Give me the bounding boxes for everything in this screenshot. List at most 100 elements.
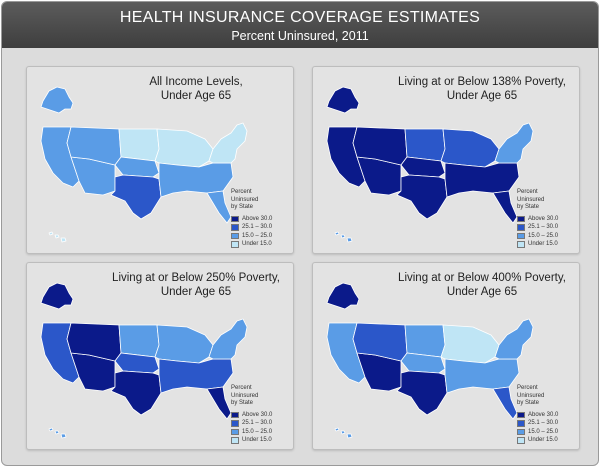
map-legend: Percent Uninsured by State Above 30.0 25.1 –… — [231, 189, 272, 249]
panel-title: Living at or Below 138% Poverty, Under A… — [391, 75, 573, 103]
us-choropleth-map — [40, 86, 248, 243]
legend-caption-line: Uninsured — [231, 196, 259, 203]
region-alaska — [40, 282, 74, 310]
map-legend: Percent Uninsured by State Above 30.0 25.1 –… — [231, 385, 272, 445]
map-legend: Percent Uninsured by State Above 30.0 25.1 –… — [517, 189, 558, 249]
panel-title-line-2: Under Age 65 — [446, 286, 518, 298]
region-texas — [110, 370, 162, 416]
legend-swatch — [231, 411, 239, 418]
figure-title: HEALTH INSURANCE COVERAGE ESTIMATES — [119, 9, 481, 26]
legend-swatch — [231, 437, 239, 444]
legend-swatch — [231, 224, 239, 231]
legend-label: Above 30.0 — [242, 411, 273, 418]
region-north-plains — [118, 128, 160, 162]
legend-label: Under 15.0 — [528, 241, 558, 248]
legend-caption-line: by State — [517, 400, 540, 406]
legend-caption-line: by State — [517, 204, 540, 210]
legend-caption-line: Uninsured — [517, 392, 545, 399]
legend-item: 25.1 – 30.0 — [231, 223, 272, 232]
legend-caption: Percent Uninsured by State — [517, 189, 558, 212]
map-panel-400-poverty: Living at or Below 400% Poverty, Under A… — [312, 262, 580, 450]
legend-caption-line: Percent — [231, 385, 252, 391]
legend-item: Under 15.0 — [517, 240, 558, 249]
legend-swatch — [517, 215, 525, 222]
region-hawaii — [334, 427, 353, 439]
panel-title-line-2: Under Age 65 — [160, 90, 232, 102]
region-florida — [492, 386, 518, 420]
legend-label: 15.0 – 25.0 — [242, 428, 273, 435]
legend-swatch — [517, 420, 525, 427]
us-choropleth-map — [40, 282, 248, 439]
legend-caption: Percent Uninsured by State — [231, 385, 272, 408]
legend-item: Under 15.0 — [517, 436, 558, 445]
region-hawaii — [334, 231, 353, 243]
legend-item: 15.0 – 25.0 — [231, 428, 272, 437]
figure-subtitle: Percent Uninsured, 2011 — [231, 29, 369, 43]
region-alaska — [326, 86, 360, 114]
legend-label: 25.1 – 30.0 — [528, 420, 559, 427]
legend-swatch — [517, 224, 525, 231]
legend-item: 15.0 – 25.0 — [517, 232, 558, 241]
legend-caption-line: by State — [231, 204, 254, 210]
region-midwest — [440, 324, 500, 364]
legend-label: Above 30.0 — [528, 215, 559, 222]
panel-title: Living at or Below 400% Poverty, Under A… — [391, 271, 573, 299]
region-alaska — [40, 86, 74, 114]
legend-label: Under 15.0 — [242, 437, 272, 444]
header-bar: HEALTH INSURANCE COVERAGE ESTIMATES Perc… — [2, 2, 598, 48]
legend-swatch — [231, 241, 239, 248]
region-north-plains — [404, 324, 446, 358]
region-northeast — [208, 318, 248, 360]
region-north-plains — [118, 324, 160, 358]
region-northeast — [208, 122, 248, 164]
legend-swatch — [517, 411, 525, 418]
region-midwest — [440, 128, 500, 168]
legend-swatch — [517, 428, 525, 435]
legend-swatch — [517, 437, 525, 444]
legend-label: 15.0 – 25.0 — [528, 232, 559, 239]
region-north-plains — [404, 128, 446, 162]
panel-title-line-1: Living at or Below 138% Poverty, — [398, 76, 566, 88]
panel-title-line-2: Under Age 65 — [446, 90, 518, 102]
region-midwest — [154, 128, 214, 168]
region-northeast — [494, 122, 534, 164]
legend-label: 15.0 – 25.0 — [528, 428, 559, 435]
legend-swatch — [231, 215, 239, 222]
legend-label: Under 15.0 — [242, 241, 272, 248]
legend-item: 15.0 – 25.0 — [231, 232, 272, 241]
map-panel-138-poverty: Living at or Below 138% Poverty, Under A… — [312, 66, 580, 254]
legend-item: 25.1 – 30.0 — [231, 419, 272, 428]
region-florida — [206, 386, 232, 420]
legend-caption: Percent Uninsured by State — [231, 189, 272, 212]
legend-item: Under 15.0 — [231, 436, 272, 445]
panel-title: Living at or Below 250% Poverty, Under A… — [105, 271, 287, 299]
legend-item: 15.0 – 25.0 — [517, 428, 558, 437]
panel-title-line-1: All Income Levels, — [149, 76, 243, 88]
legend-item: Above 30.0 — [231, 411, 272, 420]
map-legend: Percent Uninsured by State Above 30.0 25.1 –… — [517, 385, 558, 445]
legend-label: 25.1 – 30.0 — [242, 420, 273, 427]
legend-label: 25.1 – 30.0 — [528, 224, 559, 231]
legend-swatch — [231, 420, 239, 427]
legend-label: 15.0 – 25.0 — [242, 232, 273, 239]
panel-title-line-2: Under Age 65 — [160, 286, 232, 298]
legend-caption: Percent Uninsured by State — [517, 385, 558, 408]
region-hawaii — [48, 231, 67, 243]
legend-caption-line: Percent — [517, 385, 538, 391]
legend-caption-line: Percent — [517, 189, 538, 195]
us-choropleth-map — [326, 282, 534, 439]
legend-swatch — [517, 241, 525, 248]
legend-caption-line: Uninsured — [231, 392, 259, 399]
legend-label: 25.1 – 30.0 — [242, 224, 273, 231]
legend-caption-line: Percent — [231, 189, 252, 195]
region-texas — [396, 370, 448, 416]
legend-label: Above 30.0 — [528, 411, 559, 418]
map-panel-all-income: All Income Levels, Under Age 65 Percent U… — [26, 66, 294, 254]
region-florida — [206, 190, 232, 224]
panel-title-line-1: Living at or Below 250% Poverty, — [112, 272, 280, 284]
panel-title-line-1: Living at or Below 400% Poverty, — [398, 272, 566, 284]
us-choropleth-map — [326, 86, 534, 243]
map-panel-250-poverty: Living at or Below 250% Poverty, Under A… — [26, 262, 294, 450]
legend-label: Above 30.0 — [242, 215, 273, 222]
region-midwest — [154, 324, 214, 364]
